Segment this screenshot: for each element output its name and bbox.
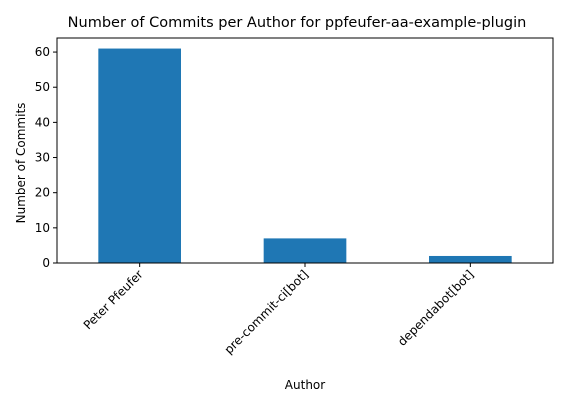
y-tick-label: 60 [35,45,50,59]
x-tick-label: pre-commit-ci[bot] [222,267,312,357]
y-tick-label: 0 [42,256,50,270]
y-tick-label: 40 [35,115,50,129]
bar [263,238,347,263]
y-axis-label: Number of Commits [14,103,28,224]
y-tick-label: 20 [35,186,50,200]
bar [98,48,181,263]
bar [429,255,512,263]
chart-title: Number of Commits per Author for ppfeufe… [68,15,527,31]
y-tick-label: 10 [35,221,50,235]
plot-area: 0 10 20 30 40 50 60 Peter Pfeufer pre-commit-ci[… [35,37,554,357]
x-tick-label: Peter Pfeufer [81,267,146,332]
y-tick-label: 50 [35,80,50,94]
x-tick-label: dependabot[bot] [395,267,477,349]
x-axis-label: Author [285,378,325,392]
y-tick-label: 30 [35,151,50,165]
